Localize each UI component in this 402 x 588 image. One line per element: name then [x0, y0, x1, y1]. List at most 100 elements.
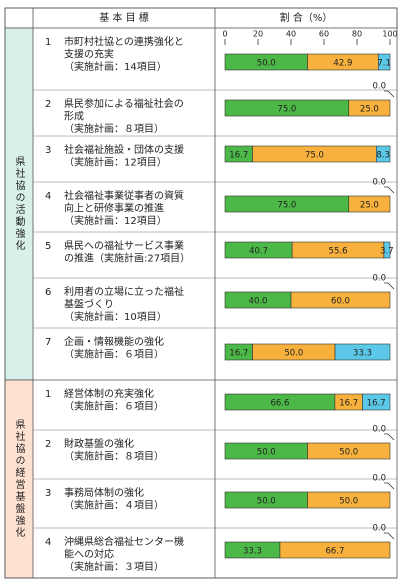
bar-value: 0.0: [372, 274, 386, 284]
row-number: 4: [45, 191, 51, 202]
bar-value: 0.0: [372, 178, 386, 188]
bar-value: 16.7: [229, 349, 248, 359]
zero-callout: [384, 482, 395, 490]
bar-value: 42.9: [333, 59, 352, 69]
bar-segment: [279, 541, 391, 559]
row-number: 5: [45, 241, 51, 252]
row-number: 3: [45, 488, 51, 499]
bar-segment: [348, 99, 391, 117]
bar-value: 75.0: [277, 105, 296, 115]
bar-segment: [307, 491, 391, 509]
bar-value: 40.0: [249, 297, 268, 307]
objective-line: 経営体制の充実強化: [64, 387, 154, 400]
axis-tick-label: 80: [352, 30, 362, 39]
bar-value: 0.0: [372, 474, 386, 484]
zero-callout: [384, 90, 395, 98]
objective-line: 財政基盤の強化: [64, 437, 134, 450]
header-ratio: 割 合（%）: [280, 11, 333, 24]
zero-callout: [384, 433, 395, 441]
objective-line: （実施計画：８項目）: [64, 450, 164, 463]
bar-value: 7.1: [377, 59, 391, 69]
objective-line: （実施計画：４項目）: [64, 499, 164, 512]
bar-value: 16.7: [367, 399, 386, 409]
bar-value: 75.0: [277, 201, 296, 211]
row-number: 2: [45, 439, 51, 450]
bar-value: 66.6: [270, 399, 289, 409]
objective-line: 基盤づくり: [64, 298, 114, 311]
objective-line: 社会福祉施設・団体の支援: [64, 143, 184, 156]
zero-callout: [384, 186, 395, 194]
bar-segment: [383, 241, 391, 259]
axis-tick-label: 0: [222, 30, 227, 39]
table-border: [4, 7, 398, 579]
bar-value: 50.0: [284, 349, 303, 359]
bar-value: 50.0: [339, 448, 358, 458]
row-number: 4: [45, 537, 51, 548]
bar-value: 25.0: [360, 105, 379, 115]
bar-value: 8.3: [376, 151, 390, 161]
bar-value: 50.0: [339, 497, 358, 507]
bar-value: 60.0: [331, 297, 350, 307]
bar-value: 0.0: [372, 524, 386, 534]
objective-line: （実施計画：６項目）: [64, 400, 164, 413]
objective-line: の推進（実施計画:27項目）: [64, 252, 190, 265]
row-number: 1: [45, 389, 51, 400]
bar-value: 50.0: [257, 448, 276, 458]
objective-line: 沖縄県総合福祉センター機: [64, 535, 184, 548]
objective-line: 向上と研修事業の推進: [64, 202, 164, 215]
bar-value: 40.7: [249, 247, 268, 257]
row-number: 3: [45, 145, 51, 156]
bar-value: 3.7: [380, 247, 394, 257]
bar-segment: [362, 393, 391, 411]
axis-tick-label: 100: [382, 30, 397, 39]
bar-value: 50.0: [257, 59, 276, 69]
row-number: 6: [45, 287, 51, 298]
objective-line: 形成: [64, 111, 84, 123]
zero-callout: [384, 532, 395, 540]
bar-value: 55.6: [329, 247, 348, 257]
bar-value: 0.0: [372, 425, 386, 435]
row-number: 1: [45, 37, 51, 48]
bar-segment: [334, 343, 391, 361]
header-row: [4, 7, 398, 29]
bar-value: 16.7: [229, 151, 248, 161]
bar-value: 50.0: [257, 497, 276, 507]
bar-value: 66.7: [326, 547, 345, 557]
axis-tick-label: 40: [286, 30, 296, 39]
zero-callout: [384, 282, 395, 290]
objective-line: （実施計画：10項目）: [64, 310, 167, 323]
row-number: 2: [45, 99, 51, 110]
objective-line: 支援の充実: [64, 48, 114, 61]
objective-line: （実施計画：３項目）: [64, 560, 164, 573]
objective-line: 利用者の立場に立った福祉: [64, 285, 184, 298]
objective-line: （実施計画：８項目）: [64, 122, 164, 135]
objective-line: 事務局体制の強化: [64, 486, 144, 499]
objective-line: 市町村社協との連携強化と: [64, 35, 184, 48]
bar-value: 33.3: [243, 547, 262, 557]
bar-segment: [377, 53, 391, 71]
objective-line: 能への対応: [64, 548, 114, 561]
bar-segment: [290, 291, 391, 309]
bar-segment: [307, 442, 391, 460]
header-objective: 基 本 目 標: [99, 11, 149, 24]
bar-value: 75.0: [305, 151, 324, 161]
objective-line: （実施計画：12項目）: [64, 156, 167, 169]
axis-tick-label: 20: [253, 30, 263, 39]
objective-line: （実施計画：６項目）: [64, 348, 164, 361]
objective-line: 社会福祉事業従事者の資質: [64, 189, 184, 202]
bar-segment: [348, 195, 391, 213]
objective-line: 企画・情報機能の強化: [64, 335, 164, 348]
group-label: 県社協の経営基盤強化: [13, 419, 25, 539]
objective-line: （実施計画：12項目）: [64, 214, 167, 227]
axis-tick-label: 60: [319, 30, 329, 39]
bar-value: 25.0: [360, 201, 379, 211]
group-cell: [4, 379, 34, 579]
bar-value: 0.0: [372, 82, 386, 92]
objective-line: （実施計画：14項目）: [64, 60, 167, 73]
objective-line: 県民参加による福祉社会の: [64, 97, 184, 110]
bar-value: 33.3: [353, 349, 372, 359]
objective-line: 県民への福祉サービス事業: [64, 239, 184, 252]
bar-segment: [376, 145, 391, 163]
